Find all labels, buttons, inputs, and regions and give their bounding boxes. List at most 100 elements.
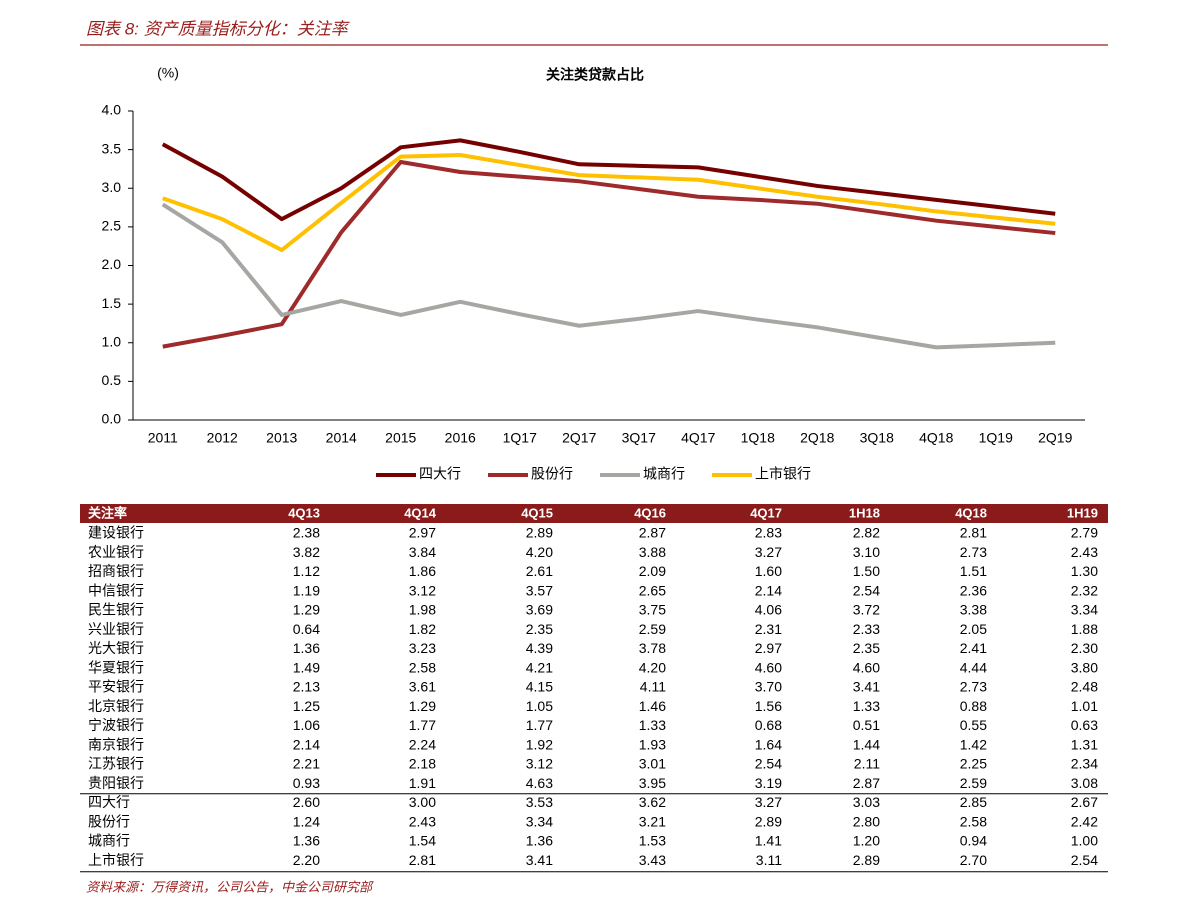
table-cell: 3.41 [853,679,880,695]
table-cell: 2.09 [639,563,666,579]
table-cell: 2.80 [853,813,880,829]
table-cell: 3.12 [409,582,436,598]
table-cell: 0.93 [293,775,320,791]
table-cell: 1.56 [755,698,782,714]
row-label: 民生银行 [88,602,144,618]
table-cell: 1.30 [1071,563,1098,579]
table-cell: 1.06 [293,717,320,733]
table-cell: 1.29 [409,698,436,714]
table-cell: 3.00 [409,794,436,810]
table-cell: 2.35 [853,640,880,656]
table-cell: 2.42 [1071,813,1098,829]
table-cell: 2.87 [853,775,880,791]
table-cell: 1.77 [526,717,553,733]
table-cell: 2.67 [1071,794,1098,810]
table-cell: 4.44 [960,659,987,675]
y-tick-label: 2.0 [102,256,122,272]
table-cell: 3.80 [1071,659,1098,675]
table-cell: 2.14 [293,736,320,752]
y-tick-label: 1.5 [102,295,122,311]
table-cell: 1.77 [409,717,436,733]
table-cell: 2.73 [960,544,987,560]
table-header-cell: 1H19 [1067,505,1098,520]
table-cell: 4.20 [526,544,553,560]
row-label: 兴业银行 [88,621,144,637]
row-label: 建设银行 [88,525,144,541]
legend-label: 四大行 [419,466,461,482]
x-tick-label: 4Q18 [919,430,953,446]
x-tick-label: 3Q17 [622,430,656,446]
row-label: 北京银行 [88,698,144,714]
table-cell: 1.86 [409,563,436,579]
table-cell: 3.62 [639,794,666,810]
table-cell: 4.11 [640,679,666,695]
table-cell: 1.20 [853,833,880,849]
table-cell: 3.72 [853,602,880,618]
x-tick-label: 2Q17 [562,430,596,446]
table-cell: 3.19 [755,775,782,791]
table-cell: 4.20 [639,659,666,675]
table-cell: 1.44 [853,736,880,752]
table-cell: 3.53 [526,794,553,810]
table-cell: 1.88 [1071,621,1098,637]
table-cell: 1.91 [409,775,436,791]
table-cell: 2.81 [960,525,987,541]
table-cell: 1.05 [526,698,553,714]
table-cell: 1.33 [639,717,666,733]
table-cell: 1.41 [755,833,782,849]
table-cell: 2.34 [1071,756,1098,772]
table-cell: 2.61 [526,563,553,579]
table-cell: 3.08 [1071,775,1098,791]
table-cell: 2.59 [639,621,666,637]
x-tick-label: 2015 [385,430,416,446]
row-label: 农业银行 [88,544,144,560]
table-cell: 4.21 [526,659,553,675]
table-cell: 2.85 [960,794,987,810]
x-tick-label: 1Q18 [741,430,775,446]
table-cell: 3.88 [639,544,666,560]
table-cell: 2.82 [853,525,880,541]
table-cell: 2.54 [1071,852,1098,868]
table-cell: 2.89 [755,813,782,829]
table-cell: 2.60 [293,794,320,810]
table-cell: 2.79 [1071,525,1098,541]
table-cell: 3.43 [639,852,666,868]
table-cell: 4.06 [755,602,782,618]
table-header-bg [80,504,1108,523]
table-header-cell: 4Q17 [750,505,782,520]
table-cell: 1.25 [293,698,320,714]
table-cell: 1.54 [409,833,436,849]
table-cell: 4.15 [526,679,553,695]
table-cell: 2.05 [960,621,987,637]
row-label: 宁波银行 [88,717,144,733]
legend-label: 股份行 [531,466,573,482]
table-cell: 2.54 [755,756,782,772]
table-header-cell: 4Q14 [404,505,437,520]
table-cell: 3.27 [755,794,782,810]
table-cell: 3.10 [853,544,880,560]
table-cell: 2.89 [853,852,880,868]
table-header-cell: 4Q18 [955,505,987,520]
table-cell: 2.58 [960,813,987,829]
table-cell: 2.36 [960,582,987,598]
y-tick-label: 0.5 [102,372,122,388]
x-tick-label: 2011 [148,430,178,446]
x-tick-label: 2014 [326,430,357,446]
table-cell: 2.33 [853,621,880,637]
table-cell: 1.60 [755,563,782,579]
table-cell: 2.43 [409,813,436,829]
series-line [162,159,1056,349]
table-cell: 1.00 [1071,833,1098,849]
table-cell: 1.29 [293,602,320,618]
x-tick-label: 2Q19 [1038,430,1072,446]
table-cell: 4.60 [755,659,782,675]
table-cell: 1.01 [1071,698,1098,714]
table-cell: 1.92 [526,736,553,752]
table-cell: 1.19 [293,582,320,598]
x-tick-label: 2016 [445,430,476,446]
table-cell: 2.58 [409,659,436,675]
table-cell: 0.51 [853,717,880,733]
row-label: 中信银行 [88,582,144,598]
row-label: 南京银行 [88,736,144,752]
table-cell: 1.53 [639,833,666,849]
